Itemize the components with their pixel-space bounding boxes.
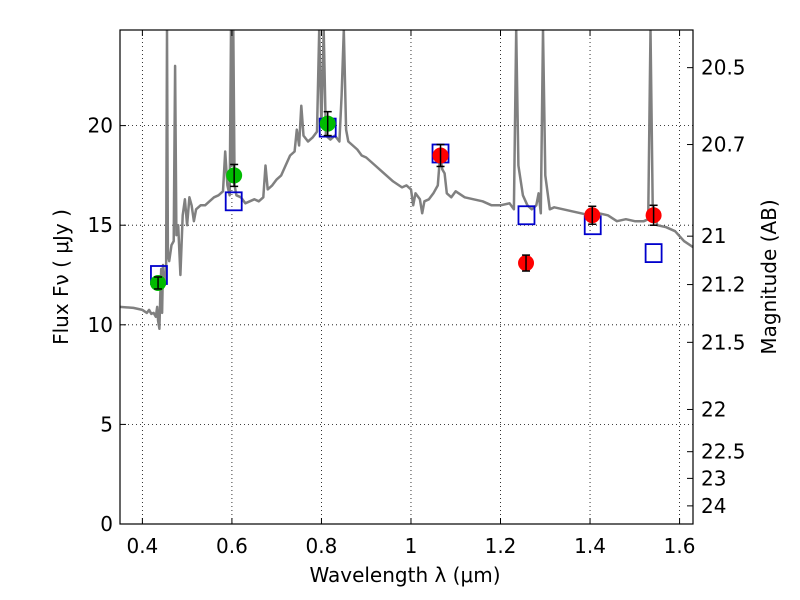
y-tick-label: 0 (100, 512, 113, 536)
right-tick-label: 23 (701, 466, 726, 490)
right-tick-label: 24 (701, 494, 726, 518)
x-tick-label: 1 (405, 534, 418, 558)
right-axis-label: Magnitude (AB) (757, 199, 781, 354)
right-tick-label: 21.5 (701, 330, 746, 354)
grid-lines (120, 30, 693, 524)
right-tick-label: 20.7 (701, 133, 746, 157)
model-spectrum-line (120, 30, 693, 331)
x-tick-label: 1.6 (664, 534, 696, 558)
x-tick-label: 1.2 (485, 534, 517, 558)
y-tick-label: 20 (88, 114, 113, 138)
y-tick-label: 15 (88, 213, 113, 237)
plot-area (120, 30, 693, 331)
model-photometry-square (224, 191, 243, 212)
y-tick-label: 10 (88, 313, 113, 337)
right-tick-label: 21.2 (701, 273, 746, 297)
x-tick-label: 0.4 (126, 534, 158, 558)
right-tick-label: 20.5 (701, 56, 746, 80)
y-tick-label: 5 (100, 412, 113, 436)
x-tick-label: 0.8 (306, 534, 338, 558)
model-photometry-square (644, 243, 663, 263)
plot-frame (119, 29, 694, 525)
x-tick-label: 1.4 (574, 534, 606, 558)
x-tick-label: 0.6 (216, 534, 248, 558)
model-photometry-square (517, 205, 536, 226)
axes: 0.4 0.6 0.8 1 1.2 1.4 1.6 0 5 10 15 20 20.5 20.7 21 21.… (88, 30, 746, 558)
x-axis-label: Wavelength λ (μm) (309, 563, 500, 587)
right-tick-label: 22.5 (701, 440, 746, 464)
y-axis-label: Flux Fν ( μJy ) (49, 209, 73, 345)
right-tick-label: 22 (701, 397, 726, 421)
right-tick-label: 21 (701, 224, 726, 248)
